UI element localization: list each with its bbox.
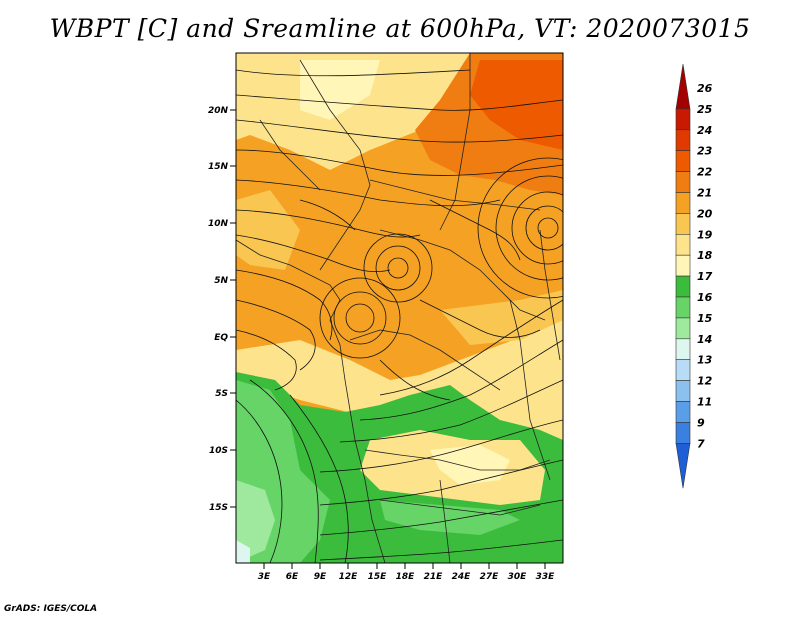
colorbar-swatch (675, 234, 691, 256)
map-frame (235, 52, 564, 564)
colorbar-label: 14 (697, 333, 712, 346)
lat-label: EQ (214, 333, 228, 343)
lon-label: 21E (424, 572, 444, 582)
colorbar-label: 12 (697, 375, 713, 388)
lat-axis (230, 109, 236, 508)
colorbar-label: 15 (697, 312, 713, 325)
streamlines (236, 69, 563, 563)
lat-label: 10S (209, 446, 228, 456)
colorbar-swatch (675, 317, 691, 340)
colorbar: 26 25 24 23 22 21 20 19 18 17 16 15 14 13 12 11 9 7 (675, 63, 713, 489)
lon-label: 27E (480, 572, 500, 582)
colorbar-label: 9 (697, 416, 705, 429)
lat-label: 15S (209, 503, 228, 513)
colorbar-swatch (675, 150, 691, 172)
colorbar-swatch (675, 213, 691, 235)
colorbar-swatch (675, 192, 691, 214)
colorbar-label: 19 (697, 228, 713, 241)
colorbar-swatch (675, 422, 691, 444)
lon-label: 24E (452, 572, 472, 582)
colorbar-swatch (675, 401, 691, 423)
colorbar-swatch (675, 108, 691, 131)
colorbar-swatch (675, 254, 691, 277)
colorbar-swatch (675, 171, 691, 193)
chart-title: WBPT [C] and Sreamline at 600hPa, VT: 20… (49, 14, 751, 43)
country-borders (236, 53, 561, 563)
lat-label: 5S (215, 389, 228, 399)
colorbar-swatch (675, 442, 691, 489)
colorbar-swatch (675, 275, 691, 298)
colorbar-swatch (675, 338, 691, 360)
colorbar-label: 26 (697, 82, 713, 95)
wbpt-field (236, 53, 563, 563)
lon-label: 9E (314, 572, 327, 582)
lon-label: 12E (339, 572, 359, 582)
lon-label: 15E (368, 572, 388, 582)
colorbar-label: 22 (697, 166, 713, 179)
colorbar-label: 17 (697, 270, 713, 283)
lon-label: 6E (286, 572, 299, 582)
colorbar-label: 24 (697, 124, 712, 137)
colorbar-label: 21 (697, 187, 712, 200)
colorbar-swatch (675, 380, 691, 402)
colorbar-label: 25 (697, 103, 713, 116)
colorbar-swatch (675, 296, 691, 319)
colorbar-swatch (675, 63, 691, 110)
colorbar-label: 13 (697, 354, 713, 367)
colorbar-swatch (675, 359, 691, 381)
lat-label: 20N (208, 106, 229, 116)
lon-label: 30E (508, 572, 528, 582)
credit-text: GrADS: IGES/COLA (4, 604, 98, 614)
colorbar-label: 18 (697, 249, 713, 262)
colorbar-swatch (675, 129, 691, 152)
lat-label: 15N (208, 162, 229, 172)
lat-label: 5N (214, 276, 228, 286)
colorbar-label: 11 (697, 396, 712, 409)
colorbar-label: 16 (697, 291, 713, 304)
colorbar-label: 7 (697, 437, 705, 450)
lon-axis (263, 563, 546, 569)
lat-label: 10N (208, 219, 229, 229)
lon-label: 18E (396, 572, 416, 582)
lon-label: 33E (536, 572, 556, 582)
colorbar-label: 23 (697, 145, 713, 158)
lon-label: 3E (258, 572, 271, 582)
colorbar-label: 20 (697, 207, 713, 220)
